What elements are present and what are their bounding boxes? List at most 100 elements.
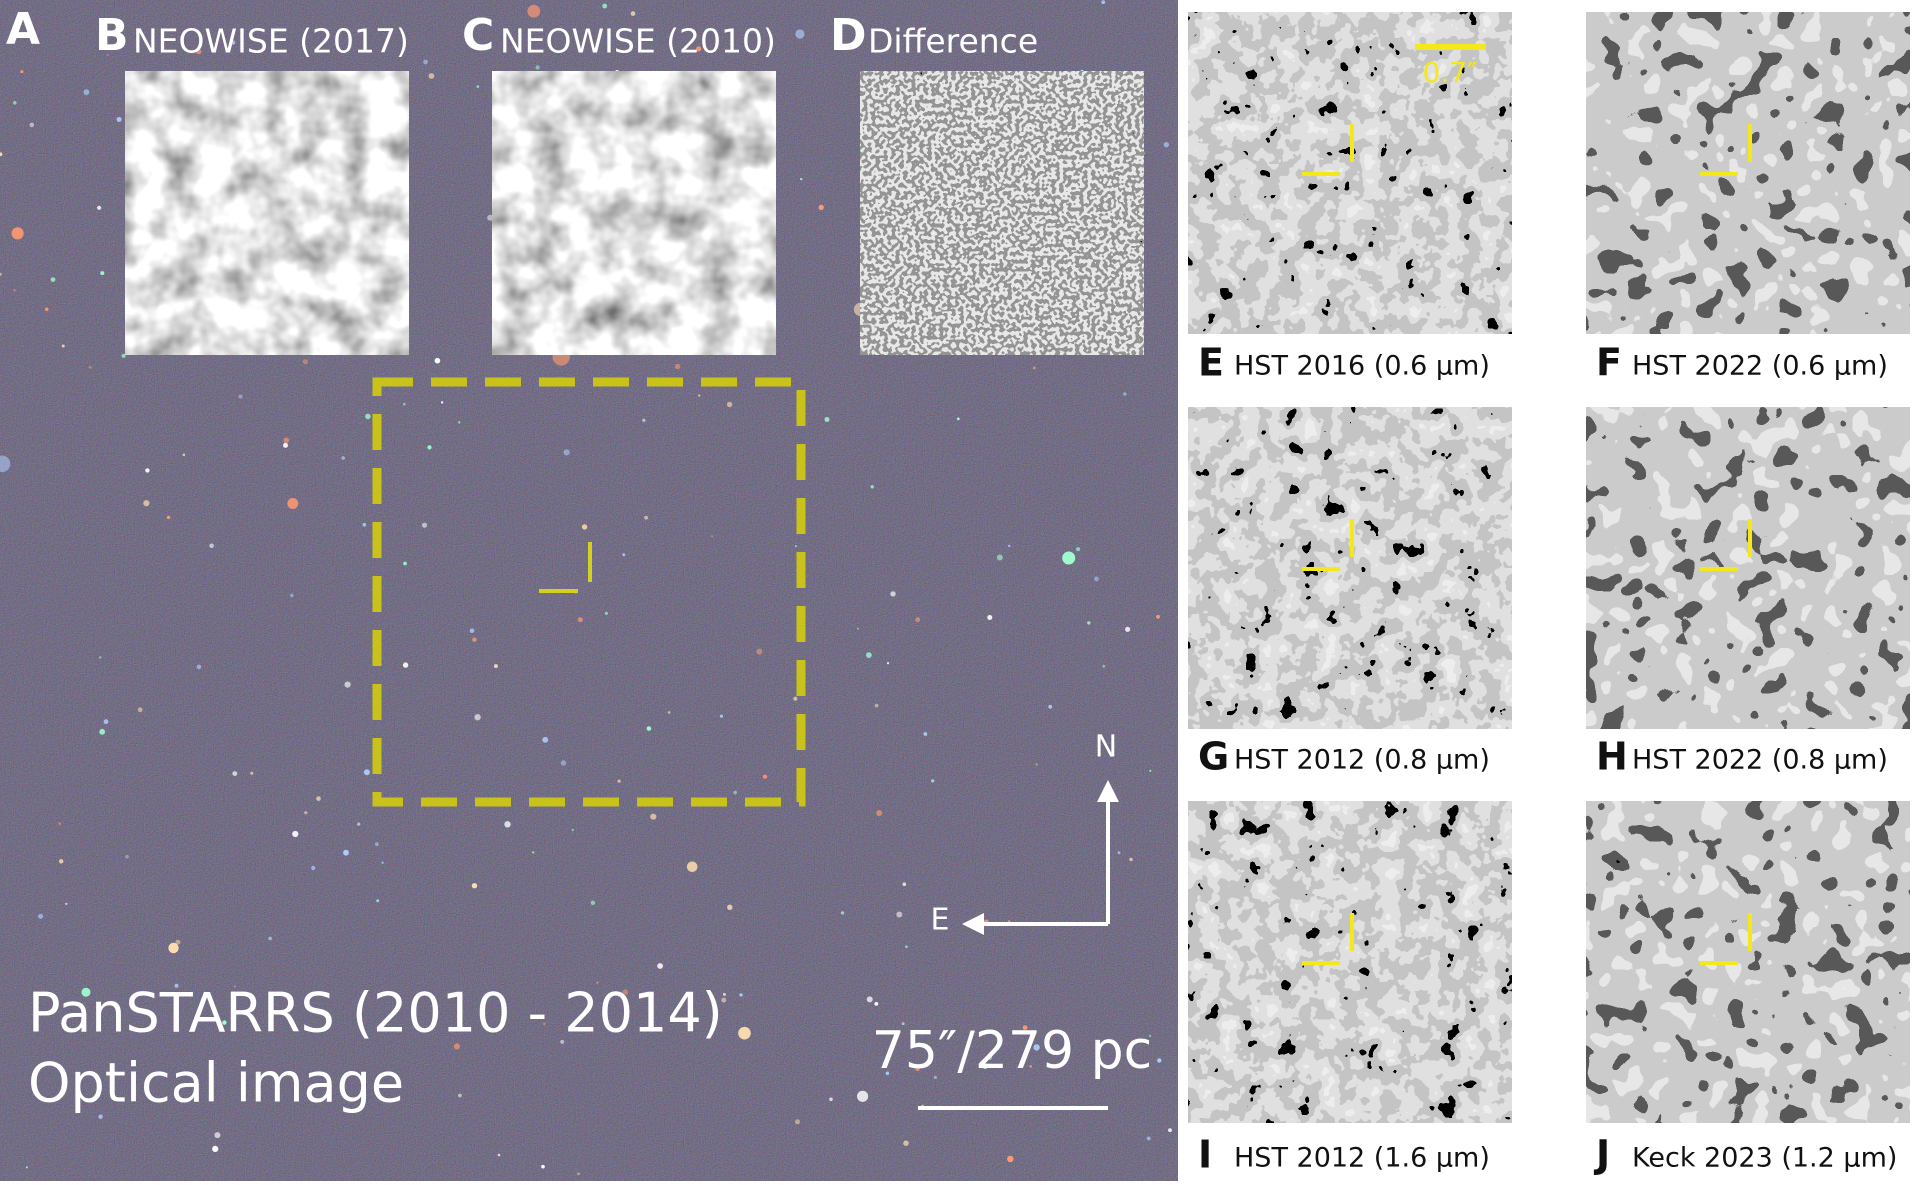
star [143,500,150,507]
panel-letter: A [6,4,40,55]
star [453,1043,460,1050]
star [795,29,805,39]
star [182,453,186,457]
star [876,810,883,816]
star [933,1075,937,1079]
star [721,997,727,1003]
star [885,1071,890,1076]
panel-letter: C [462,10,494,61]
star [403,403,406,406]
star [824,417,830,422]
star [733,790,737,795]
star [857,627,859,630]
star [29,122,35,128]
star [145,468,150,473]
star [65,902,68,906]
star [50,277,56,282]
star [59,859,64,864]
star [542,736,549,743]
compass-arrowheads [962,780,1119,935]
star [870,485,874,489]
star [290,593,294,598]
panel-letter: E [1198,341,1224,385]
star [982,1063,988,1069]
panel-label: NEOWISE (2010) [500,22,776,61]
star [762,774,768,779]
star [686,861,698,873]
star [476,85,480,88]
star [209,543,214,549]
star [0,152,3,156]
star [563,449,570,456]
panel-letter: H [1596,735,1628,779]
star [1149,769,1152,773]
star [137,707,143,713]
star [1048,704,1053,709]
star [866,996,873,1003]
star [794,545,797,548]
star [97,205,102,210]
target-marker [1302,124,1354,176]
star [361,29,364,32]
star [667,711,671,714]
star [106,54,109,57]
star [1035,763,1038,766]
star [541,1164,545,1169]
star [532,851,535,854]
star [428,73,435,79]
star [1146,1136,1151,1141]
star [376,899,380,903]
star [250,771,254,775]
star [166,515,171,520]
star [83,89,90,96]
target-marker [1700,913,1752,965]
star [196,49,202,55]
star [560,760,567,766]
star [874,703,879,708]
scale-label: 0.7″ [1423,56,1478,89]
star [886,662,890,665]
zoom-box [372,377,806,807]
panel-label: Keck 2023 (1.2 µm) [1632,1143,1897,1174]
star [795,1119,800,1125]
star [903,1140,909,1146]
star [212,1145,219,1152]
star [793,696,798,701]
star [711,535,713,538]
star [1087,621,1091,625]
insets: B NEOWISE (2017) C NEOWISE (2010) D Differenc… [95,10,1145,356]
hst-image [1585,11,1911,335]
star [896,911,903,918]
star [866,652,872,658]
star [125,854,129,859]
star [581,524,588,530]
panel-label: Difference [868,22,1038,61]
star [931,779,935,783]
star [103,719,109,725]
star [381,861,384,864]
star [222,1020,227,1025]
star [1123,392,1127,396]
panel-letter: J [1593,1133,1610,1177]
star [302,359,308,365]
caption-line: Optical image [28,1052,404,1115]
star [1076,547,1081,552]
hst-image [1187,800,1513,1124]
star [61,344,65,348]
star [44,307,49,312]
star [756,648,763,655]
panel-label: NEOWISE (2017) [133,22,409,61]
star [458,421,461,424]
star [471,883,478,889]
panel-label: HST 2012 (0.8 µm) [1234,745,1490,776]
star [738,1026,751,1040]
star [283,442,288,448]
star [646,726,652,731]
star [644,515,648,520]
star [402,662,409,668]
star [474,714,481,721]
star [175,939,181,945]
star [427,445,432,450]
star [818,204,824,211]
